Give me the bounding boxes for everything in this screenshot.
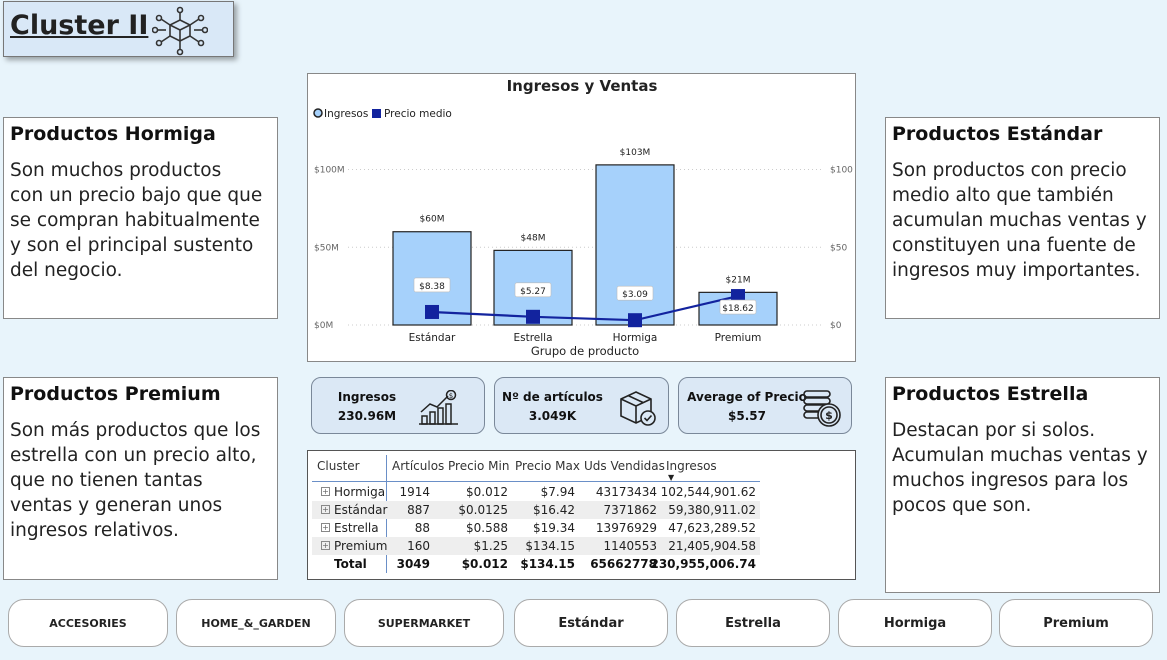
y-tick-label: $50M bbox=[314, 243, 339, 253]
header-underline bbox=[312, 481, 760, 482]
kpi-precio-label: Average of Precio bbox=[687, 390, 807, 404]
cluster-table: Cluster Artículos Precio Min Precio Max … bbox=[307, 450, 856, 580]
panel-estrella-text: Destacan por si solos. Acumulan muchas v… bbox=[892, 420, 1148, 516]
precio-line bbox=[431, 294, 739, 322]
slicer-accesories[interactable]: ACCESORIES bbox=[8, 599, 168, 647]
panel-estandar-title: Productos Estándar bbox=[892, 123, 1103, 145]
x-tick-label: Hormiga bbox=[613, 332, 658, 344]
y-tick-label: $100M bbox=[314, 166, 345, 176]
slicer-hormiga[interactable]: Hormiga bbox=[838, 599, 992, 647]
table-row[interactable]: + Premium 160 $1.25 $134.15 1140553 21,4… bbox=[312, 537, 760, 555]
bar-data-label: $48M bbox=[521, 233, 546, 243]
precio-label-box bbox=[616, 285, 654, 301]
precio-label-box bbox=[413, 277, 451, 293]
legend-precio-marker bbox=[372, 109, 381, 118]
panel-premium-text: Son más productos que los estrella con u… bbox=[10, 420, 261, 541]
bar-data-label: $103M bbox=[620, 148, 651, 158]
precio-data-label: $5.27 bbox=[520, 287, 546, 297]
expand-icon[interactable]: + bbox=[321, 541, 330, 550]
expand-icon[interactable]: + bbox=[321, 523, 330, 532]
network-box-icon bbox=[152, 6, 208, 56]
kpi-card-articulos[interactable]: Nº de artículos 3.049K bbox=[494, 377, 669, 434]
col-ingresos[interactable]: Ingresos bbox=[666, 459, 717, 473]
chart-title: Ingresos y Ventas bbox=[507, 77, 658, 95]
bar-Hormiga bbox=[595, 164, 675, 326]
page-title-box: Cluster II bbox=[3, 1, 234, 57]
slicer-estrella[interactable]: Estrella bbox=[676, 599, 830, 647]
col-articulos[interactable]: Artículos bbox=[392, 459, 445, 473]
panel-estrella-title: Productos Estrella bbox=[892, 383, 1089, 405]
table-header: Cluster Artículos Precio Min Precio Max … bbox=[308, 459, 855, 482]
chart-ingresos-ventas[interactable]: Ingresos y Ventas Ingresos Precio medio $0M… bbox=[307, 73, 856, 362]
kpi-card-ingresos[interactable]: Ingresos 230.96M $ bbox=[311, 377, 485, 434]
panel-premium-title: Productos Premium bbox=[10, 383, 221, 405]
table-row[interactable]: + Estándar 887 $0.0125 $16.42 7371862 59… bbox=[312, 501, 760, 519]
precio-point bbox=[425, 304, 439, 319]
y-tick-label: $0M bbox=[314, 321, 333, 331]
legend-precio-label: Precio medio bbox=[384, 108, 452, 120]
panel-estrella: Productos Estrella Destacan por si solos… bbox=[885, 377, 1160, 593]
col-precio-max[interactable]: Precio Max bbox=[515, 459, 580, 473]
precio-point bbox=[628, 313, 642, 328]
panel-hormiga-text: Son muchos productos con un precio bajo … bbox=[10, 160, 263, 281]
expand-icon[interactable]: + bbox=[321, 505, 330, 514]
panel-hormiga: Productos Hormiga Son muchos productos c… bbox=[3, 117, 278, 319]
table-row[interactable]: + Estrella 88 $0.588 $19.34 13976929 47,… bbox=[321, 521, 756, 535]
page-title: Cluster II bbox=[10, 10, 149, 41]
kpi-ingresos-value: 230.96M bbox=[337, 409, 397, 423]
kpi-articulos-label: Nº de artículos bbox=[502, 390, 603, 404]
svg-text:$: $ bbox=[825, 409, 833, 422]
col-precio-min[interactable]: Precio Min bbox=[448, 459, 510, 473]
table-total-row: Total 3049 $0.012 $134.15 65662778 230,9… bbox=[334, 557, 756, 571]
slicer-supermarket[interactable]: SUPERMARKET bbox=[344, 599, 504, 647]
panel-premium: Productos Premium Son más productos que … bbox=[3, 377, 278, 580]
panel-estandar-text: Son productos con precio medio alto que … bbox=[892, 160, 1147, 281]
bar-data-label: $60M bbox=[420, 215, 445, 225]
panel-estandar: Productos Estándar Son productos con pre… bbox=[885, 117, 1160, 319]
precio-point bbox=[526, 309, 540, 324]
precio-data-label: $8.38 bbox=[419, 282, 445, 292]
col-uds-vendidas[interactable]: Uds Vendidas bbox=[584, 459, 665, 473]
precio-point bbox=[731, 289, 745, 304]
kpi-precio-value: $5.57 bbox=[728, 409, 766, 423]
precio-label-box bbox=[514, 282, 552, 298]
x-tick-label: Estrella bbox=[513, 332, 552, 344]
kpi-articulos-value: 3.049K bbox=[528, 409, 577, 423]
kpi-ingresos-label: Ingresos bbox=[337, 390, 397, 404]
slicer-premium[interactable]: Premium bbox=[999, 599, 1153, 647]
kpi-card-precio[interactable]: Average of Precio $5.57 $ bbox=[678, 377, 852, 434]
legend-ingresos-label: Ingresos bbox=[324, 108, 368, 120]
growth-chart-icon: $ bbox=[419, 390, 458, 425]
chart-svg: Ingresos y Ventas Ingresos Precio medio $0M… bbox=[313, 77, 853, 358]
x-tick-label: Estándar bbox=[409, 332, 456, 344]
col-cluster[interactable]: Cluster bbox=[317, 459, 360, 473]
expand-icon[interactable]: + bbox=[321, 487, 330, 496]
x-tick-label: Premium bbox=[715, 332, 762, 344]
precio-label-box bbox=[719, 299, 757, 315]
box-check-icon bbox=[620, 391, 656, 426]
panel-hormiga-title: Productos Hormiga bbox=[10, 123, 216, 145]
legend-ingresos-marker bbox=[313, 108, 323, 118]
bar-data-label: $21M bbox=[726, 275, 751, 285]
svg-text:$: $ bbox=[449, 392, 453, 400]
y2-tick-label: $50 bbox=[830, 243, 847, 253]
coins-icon: $ bbox=[803, 390, 841, 427]
x-axis-title: Grupo de producto bbox=[531, 344, 639, 358]
table-row[interactable]: + Hormiga 1914 $0.012 $7.94 43173434 102… bbox=[321, 485, 756, 499]
precio-data-label: $3.09 bbox=[622, 290, 648, 300]
slicer-estandar[interactable]: Estándar bbox=[514, 599, 668, 647]
precio-data-label: $18.62 bbox=[722, 304, 754, 314]
slicer-home-garden[interactable]: HOME_&_GARDEN bbox=[176, 599, 336, 647]
y2-tick-label: $100 bbox=[830, 166, 853, 176]
y2-tick-label: $0 bbox=[830, 321, 842, 331]
sort-desc-icon: ▼ bbox=[668, 473, 675, 482]
